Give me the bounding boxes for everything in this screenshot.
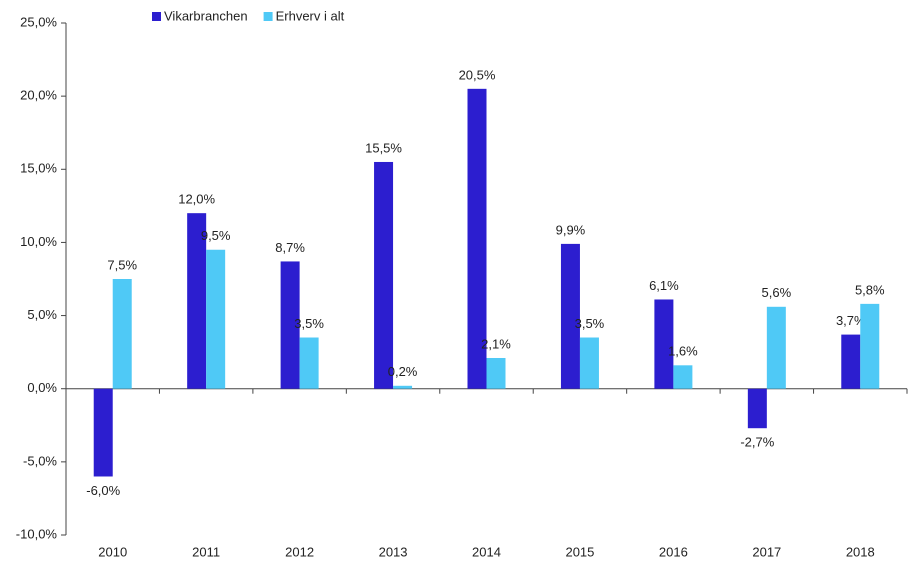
bar: [486, 357, 506, 389]
bar: [187, 213, 207, 389]
bar: [841, 334, 861, 389]
bar: [579, 337, 599, 389]
y-tick-label: -5,0%: [23, 453, 57, 468]
bar: [93, 388, 113, 477]
bar: [467, 88, 487, 389]
x-tick-label: 2016: [659, 544, 688, 559]
y-tick-label: 10,0%: [20, 234, 57, 249]
x-tick-label: 2017: [752, 544, 781, 559]
data-label: -2,7%: [740, 435, 774, 450]
data-label: 6,1%: [649, 278, 679, 293]
bar: [747, 388, 767, 429]
y-tick-label: 0,0%: [27, 380, 57, 395]
x-tick-label: 2011: [192, 544, 220, 559]
y-tick-label: -10,0%: [16, 526, 58, 541]
bar: [374, 161, 394, 389]
data-label: 0,2%: [388, 364, 418, 379]
x-tick-label: 2013: [379, 544, 408, 559]
x-tick-label: 2018: [846, 544, 875, 559]
legend-label: Vikarbranchen: [164, 8, 248, 23]
data-label: 9,5%: [201, 228, 231, 243]
bar: [393, 385, 413, 389]
x-tick-label: 2015: [565, 544, 594, 559]
bar: [654, 299, 674, 389]
legend-swatch: [152, 12, 161, 21]
data-label: 15,5%: [365, 140, 402, 155]
bar: [299, 337, 319, 389]
y-tick-label: 20,0%: [20, 88, 57, 103]
x-tick-label: 2014: [472, 544, 501, 559]
data-label: 7,5%: [107, 257, 137, 272]
bar: [206, 249, 226, 389]
data-label: 1,6%: [668, 344, 698, 359]
data-label: 20,5%: [459, 67, 496, 82]
data-label: 2,1%: [481, 336, 511, 351]
legend-swatch: [263, 12, 273, 21]
bar: [280, 261, 300, 389]
y-tick-label: 25,0%: [20, 14, 57, 29]
x-tick-label: 2012: [285, 544, 314, 559]
bar: [112, 279, 132, 389]
bar: [860, 303, 880, 389]
data-label: 3,5%: [294, 316, 324, 331]
data-label: -6,0%: [86, 483, 120, 498]
data-label: 3,7%: [836, 313, 866, 328]
bar: [560, 243, 580, 389]
data-label: 12,0%: [178, 192, 215, 207]
data-label: 8,7%: [275, 240, 305, 255]
y-tick-label: 15,0%: [20, 161, 57, 176]
x-tick-label: 2010: [98, 544, 127, 559]
bar: [766, 306, 786, 389]
data-label: 5,6%: [762, 285, 792, 300]
bar: [673, 365, 693, 389]
data-label: 3,5%: [575, 316, 605, 331]
y-tick-label: 5,0%: [27, 307, 57, 322]
legend-label: Erhverv i alt: [276, 8, 345, 23]
data-label: 5,8%: [855, 282, 885, 297]
data-label: 9,9%: [556, 222, 586, 237]
